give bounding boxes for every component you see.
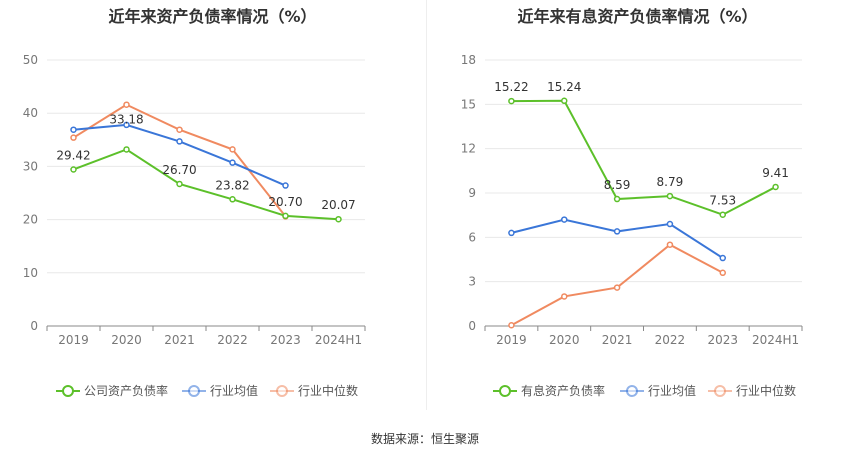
- x-tick-label: 2019: [496, 333, 527, 347]
- legend-marker: [188, 385, 200, 397]
- data-point: [666, 220, 674, 228]
- data-label: 8.59: [604, 178, 631, 192]
- data-point: [561, 293, 568, 300]
- data-label: 33.18: [109, 112, 143, 126]
- data-point: [666, 192, 674, 200]
- data-source-note: 数据来源：恒生聚源: [370, 432, 479, 446]
- data-point: [282, 212, 289, 220]
- data-point: [229, 146, 236, 153]
- x-tick-label: 2023: [707, 333, 738, 347]
- x-tick-label: 2021: [602, 333, 633, 347]
- data-label: 7.53: [709, 194, 736, 208]
- data-point: [508, 229, 515, 237]
- y-tick-label: 18: [461, 53, 476, 67]
- x-tick-label: 2020: [549, 333, 580, 347]
- data-label: 23.82: [215, 178, 249, 192]
- y-tick-label: 12: [461, 142, 476, 156]
- y-tick-label: 30: [23, 159, 38, 173]
- y-tick-label: 9: [468, 186, 476, 200]
- data-point: [719, 269, 726, 277]
- data-point: [123, 101, 130, 108]
- data-point: [666, 241, 674, 248]
- x-tick-label: 2022: [217, 333, 248, 347]
- chart-title-left: 近年来资产负债率情况（%）: [108, 7, 317, 26]
- y-tick-label: 40: [23, 106, 38, 120]
- legend-item-0: 公司资产负债率: [56, 383, 168, 398]
- x-tick-label: 2024H1: [752, 333, 799, 347]
- legend-label: 有息资产负债率: [521, 383, 605, 398]
- legend-marker: [714, 385, 726, 397]
- data-point: [229, 196, 236, 203]
- data-point: [613, 284, 621, 291]
- data-point: [123, 121, 130, 129]
- legend-marker: [62, 385, 74, 397]
- y-tick-label: 6: [468, 230, 476, 244]
- x-tick-label: 2021: [164, 333, 195, 347]
- data-point: [719, 211, 726, 218]
- legend-item-1: 行业均值: [182, 383, 258, 398]
- data-point: [70, 166, 77, 173]
- legend-item-2: 行业中位数: [270, 383, 358, 398]
- y-tick-label: 15: [461, 97, 476, 111]
- x-tick-label: 2024H1: [315, 333, 362, 347]
- legend-marker: [276, 385, 288, 397]
- series-line-2: [72, 103, 287, 218]
- data-point: [282, 182, 289, 189]
- y-tick-label: 0: [30, 319, 38, 333]
- data-point: [229, 159, 236, 166]
- data-point: [123, 146, 130, 153]
- legend-item-2: 行业中位数: [708, 383, 796, 398]
- y-tick-label: 50: [23, 53, 38, 67]
- data-point: [561, 97, 568, 105]
- y-tick-label: 0: [468, 319, 476, 333]
- data-point: [613, 195, 621, 203]
- chart-panel-0: 0 10 20 30 40 50 2019 2020 2021 2022 2023 2024H1 29.…: [23, 53, 366, 398]
- data-point: [176, 126, 183, 133]
- x-tick-label: 2020: [111, 333, 142, 347]
- data-point: [561, 216, 568, 223]
- series-line-0: [511, 99, 777, 216]
- legend-label: 行业均值: [648, 383, 696, 398]
- y-tick-label: 10: [23, 266, 38, 280]
- data-point: [70, 126, 77, 133]
- data-point: [772, 183, 779, 191]
- legend-item-0: 有息资产负债率: [493, 383, 605, 398]
- x-tick-label: 2023: [270, 333, 301, 347]
- data-label: 26.70: [162, 163, 196, 177]
- data-label: 15.24: [547, 80, 581, 94]
- chart-panel-1: 0 3 6 9 12 15 18 2019 2020 2021 2022 2023 2024H1 15.2…: [461, 53, 803, 398]
- legend-item-1: 行业均值: [620, 383, 696, 398]
- legend-label: 行业中位数: [736, 383, 796, 398]
- y-tick-label: 20: [23, 213, 38, 227]
- legend-label: 公司资产负债率: [84, 383, 168, 398]
- series-line-0: [73, 148, 339, 221]
- x-tick-label: 2022: [655, 333, 686, 347]
- legend-marker: [499, 385, 511, 397]
- data-point: [176, 180, 183, 188]
- legend-marker: [626, 385, 638, 397]
- data-label: 29.42: [56, 148, 90, 162]
- data-point: [508, 322, 515, 329]
- data-label: 20.70: [268, 195, 302, 209]
- y-tick-label: 3: [468, 275, 476, 289]
- data-point: [719, 254, 726, 262]
- series-line-1: [511, 218, 724, 259]
- data-point: [70, 134, 77, 141]
- data-label: 15.22: [494, 80, 528, 94]
- chart-title-right: 近年来有息资产负债率情况（%）: [517, 7, 758, 26]
- data-label: 20.07: [321, 198, 355, 212]
- data-point: [176, 138, 183, 145]
- data-point: [508, 97, 515, 105]
- panel-divider: [426, 0, 427, 410]
- data-label: 8.79: [657, 175, 684, 189]
- data-point: [613, 228, 621, 235]
- data-label: 9.41: [762, 166, 789, 180]
- legend-label: 行业均值: [210, 383, 258, 398]
- data-point: [335, 215, 342, 223]
- x-tick-label: 2019: [58, 333, 89, 347]
- legend-label: 行业中位数: [298, 383, 358, 398]
